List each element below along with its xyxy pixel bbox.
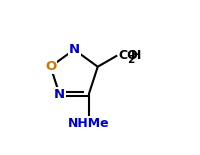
Text: N: N [68,43,79,56]
Text: H: H [130,49,141,62]
Text: CO: CO [117,49,137,62]
Text: N: N [54,88,65,101]
Text: 2: 2 [127,55,134,65]
Text: NHMe: NHMe [68,117,109,130]
Text: O: O [45,60,56,73]
